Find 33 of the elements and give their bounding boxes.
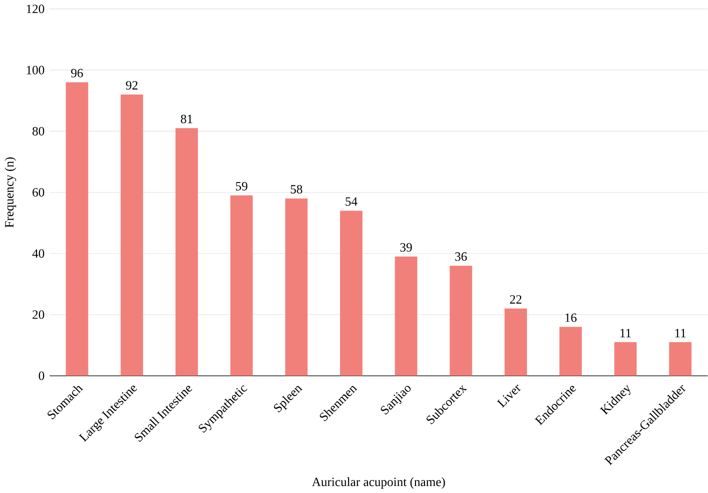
y-tick-label: 100 xyxy=(26,66,44,74)
y-tick-label: 0 xyxy=(38,371,44,380)
data-label: 11 xyxy=(620,328,631,338)
bar xyxy=(340,210,362,376)
y-tick-label: 40 xyxy=(32,249,44,258)
data-label: 58 xyxy=(290,184,302,194)
bar xyxy=(504,308,527,376)
data-label: 59 xyxy=(236,182,248,190)
bar xyxy=(614,342,637,376)
data-label: 81 xyxy=(180,114,192,124)
bar xyxy=(669,342,692,376)
bar xyxy=(176,128,198,376)
y-tick-label: 60 xyxy=(32,188,44,196)
data-label: 22 xyxy=(510,295,522,304)
y-tick-label: 120 xyxy=(26,4,44,13)
data-label: 16 xyxy=(565,313,577,322)
data-label: 96 xyxy=(71,68,83,78)
data-label: 54 xyxy=(346,197,358,206)
bar xyxy=(120,94,144,376)
bar xyxy=(66,82,88,376)
data-label: 36 xyxy=(455,252,467,261)
data-label: 11 xyxy=(675,328,686,338)
data-label: 92 xyxy=(126,80,138,90)
y-tick-label: 20 xyxy=(32,310,44,319)
bar xyxy=(394,256,418,376)
y-tick-label: 80 xyxy=(32,126,44,136)
bar xyxy=(230,195,253,376)
bar xyxy=(559,326,582,376)
y-axis-title: Frequency (n) xyxy=(4,157,16,228)
bar xyxy=(450,266,472,376)
bar xyxy=(285,198,308,376)
data-label: 39 xyxy=(400,242,412,252)
x-axis-title: Auricular acupoint (name) xyxy=(312,477,445,489)
